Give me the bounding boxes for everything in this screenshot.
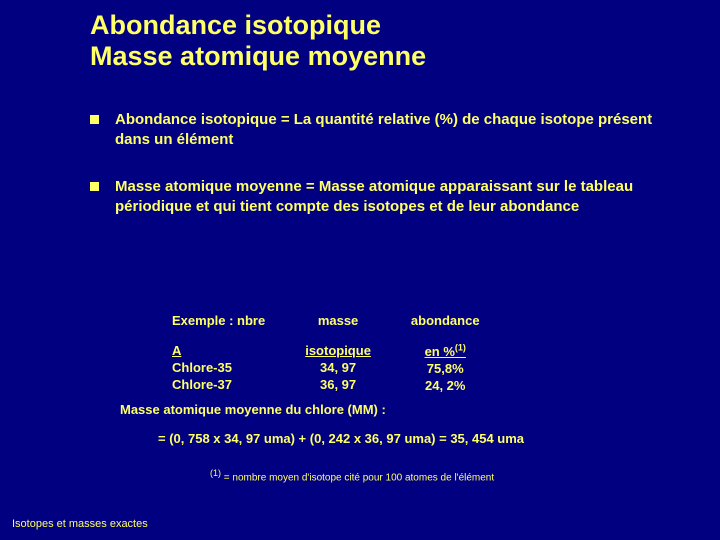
col-row: 34, 97 [305,360,371,375]
example-col-1: Exemple : nbre A Chlore-35 Chlore-37 [172,298,265,393]
bullet-item: Masse atomique moyenne = Masse atomique … [90,177,690,218]
slide-title: Abondance isotopique Masse atomique moye… [90,10,426,72]
col-row: 75,8% [411,361,480,376]
col-header: abondance en %(1) [411,298,480,359]
bullet-text: Masse atomique moyenne = Masse atomique … [115,177,690,218]
bullet-item: Abondance isotopique = La quantité relat… [90,110,690,151]
example-table: Exemple : nbre A Chlore-35 Chlore-37 mas… [172,298,680,393]
footnote: (1) = nombre moyen d'isotope cité pour 1… [210,468,494,483]
title-line-2: Masse atomique moyenne [90,41,426,72]
header-line: masse [318,313,358,328]
square-bullet-icon [90,182,99,191]
col-row: 36, 97 [305,377,371,392]
title-line-1: Abondance isotopique [90,10,426,41]
col-row: Chlore-37 [172,377,265,392]
mm-formula: = (0, 758 x 34, 97 uma) + (0, 242 x 36, … [158,431,690,446]
header-line: Exemple : nbre [172,313,265,328]
col-header: Exemple : nbre A [172,298,265,358]
bullet-text: Abondance isotopique = La quantité relat… [115,110,690,151]
header-line: abondance [411,313,480,328]
mm-label: Masse atomique moyenne du chlore (MM) : [120,402,690,417]
bullet-list: Abondance isotopique = La quantité relat… [90,110,690,243]
footnote-text: = nombre moyen d'isotope cité pour 100 a… [221,472,494,483]
square-bullet-icon [90,115,99,124]
example-col-3: abondance en %(1) 75,8% 24, 2% [411,298,480,393]
header-underline: en %(1) [425,344,466,359]
footnote-sup: (1) [210,468,221,478]
header-underline: A [172,343,181,358]
col-row: 24, 2% [411,378,480,393]
header-underline: isotopique [305,343,371,358]
mm-section: Masse atomique moyenne du chlore (MM) : … [120,402,690,446]
example-col-2: masse isotopique 34, 97 36, 97 [305,298,371,393]
col-row: Chlore-35 [172,360,265,375]
footer-text: Isotopes et masses exactes [12,518,148,530]
col-header: masse isotopique [305,298,371,358]
